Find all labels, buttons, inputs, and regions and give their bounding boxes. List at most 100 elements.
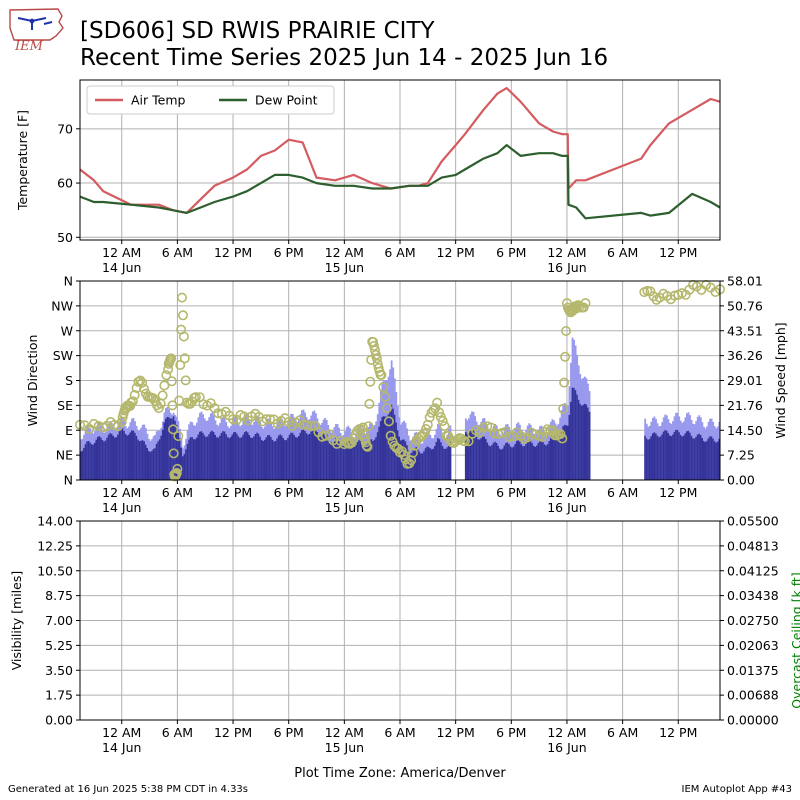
wind-speed-bar — [296, 437, 299, 480]
x-date-label: 14 Jun — [102, 260, 141, 275]
x-tick-label: 12 PM — [659, 485, 697, 500]
wind-speed-bar — [444, 448, 447, 480]
x-tick-label: 6 AM — [607, 245, 638, 260]
wind-speed-bar — [80, 451, 82, 480]
y-tick-label: 12.25 — [37, 538, 73, 553]
y-tick-label: NE — [56, 448, 73, 463]
wind-speed-bar — [474, 433, 477, 480]
wind-speed-bar — [495, 442, 498, 480]
wind-direction-point — [127, 396, 138, 407]
wind-speed-bar — [546, 444, 549, 480]
x-date-label: 15 Jun — [325, 260, 364, 275]
wind-speed-bar — [149, 451, 152, 480]
wind-speed-bar — [563, 424, 566, 480]
wind-speed-bar — [131, 430, 133, 480]
wind-speed-bar — [93, 442, 96, 480]
wind-speed-bar — [189, 437, 192, 480]
wind-speed-bar — [685, 431, 688, 480]
x-tick-label: 6 PM — [496, 485, 526, 500]
wind-direction-point — [578, 302, 589, 313]
wind-speed-bar — [222, 431, 225, 480]
wind-speed-bar — [466, 433, 469, 480]
x-tick-label: 12 PM — [437, 725, 475, 740]
wind-speed-bar — [331, 441, 334, 480]
wind-speed-bar — [435, 441, 438, 480]
x-tick-label: 6 PM — [274, 725, 304, 740]
wind-speed-bar — [118, 431, 121, 480]
wind-speed-bar — [152, 449, 155, 480]
wind-speed-bar — [353, 446, 356, 480]
wind-direction-point — [139, 383, 150, 394]
wind-speed-bar — [304, 430, 306, 480]
x-tick-label: 6 AM — [162, 485, 193, 500]
wind-speed-bar — [138, 441, 141, 480]
wind-speed-bar — [401, 439, 404, 480]
wind-speed-bar — [709, 436, 712, 480]
y-tick-label: 8.75 — [45, 588, 73, 603]
wind-speed-bar — [512, 446, 515, 480]
wind-speed-bar — [223, 431, 226, 480]
wind-direction-point — [167, 400, 178, 411]
wind-speed-bar — [166, 416, 169, 480]
wind-speed-bar — [169, 418, 172, 480]
wind-direction-point — [376, 369, 387, 380]
y-tick-label: N — [64, 274, 73, 289]
x-tick-label: 12 AM — [547, 485, 586, 500]
series-line-dew-point — [79, 144, 721, 220]
wind-speed-bar — [297, 435, 300, 480]
wind-speed-bar — [396, 430, 399, 480]
wind-speed-bar — [288, 434, 291, 480]
wind-speed-bar — [483, 436, 486, 480]
wind-direction-point — [428, 405, 439, 416]
wind-direction-point — [439, 420, 450, 431]
wind-direction-point — [555, 429, 566, 440]
wind-direction-point — [433, 407, 444, 418]
y-tick-label: 14.00 — [37, 514, 73, 529]
x-tick-label: 12 AM — [102, 725, 141, 740]
wind-speed-bar — [333, 439, 336, 480]
wind-speed-bar — [265, 437, 268, 480]
wind-direction-point — [559, 377, 570, 388]
wind-speed-bar — [117, 434, 119, 480]
wind-speed-bar — [672, 434, 674, 480]
wind-speed-bar — [673, 431, 676, 480]
wind-speed-bar — [430, 449, 433, 480]
x-tick-label: 12 PM — [659, 245, 697, 260]
y-right-axis-label: Overcast Ceiling [k ft] — [789, 572, 800, 708]
x-tick-label: 12 PM — [437, 485, 475, 500]
wind-speed-bar — [532, 445, 535, 480]
wind-speed-bar — [168, 417, 170, 480]
wind-speed-bar — [293, 434, 296, 480]
x-date-label: 16 Jun — [547, 740, 586, 755]
x-tick-label: 12 PM — [659, 725, 697, 740]
wind-speed-bar — [415, 447, 418, 480]
x-tick-label: 6 PM — [496, 245, 526, 260]
wind-speed-bar — [690, 435, 693, 480]
wind-speed-bar — [259, 436, 262, 480]
wind-speed-bar — [670, 436, 673, 480]
wind-speed-bar — [517, 440, 520, 480]
wind-direction-point — [168, 424, 179, 435]
wind-speed-bar — [362, 446, 365, 480]
wind-speed-bar — [515, 441, 518, 480]
wind-direction-point — [178, 331, 189, 342]
wind-speed-bar — [492, 442, 495, 480]
wind-speed-bar — [497, 445, 500, 480]
wind-speed-bar — [219, 435, 221, 480]
y-right-tick-label: 0.01375 — [727, 663, 779, 678]
wind-speed-bar — [573, 387, 575, 480]
y-tick-label: 10.50 — [37, 563, 73, 578]
y-right-tick-label: 0.02750 — [727, 613, 779, 628]
y-right-tick-label: 0.05500 — [727, 514, 779, 529]
wind-speed-bar — [381, 416, 384, 480]
wind-speed-bar — [446, 447, 449, 480]
wind-speed-bar — [491, 444, 494, 480]
wind-speed-bar — [328, 440, 331, 480]
wind-speed-bar — [658, 437, 661, 480]
wind-speed-bar — [481, 436, 484, 480]
wind-speed-bar — [220, 432, 223, 480]
wind-speed-bar — [175, 424, 178, 480]
x-date-label: 15 Jun — [325, 500, 364, 515]
wind-speed-bar — [106, 437, 109, 480]
